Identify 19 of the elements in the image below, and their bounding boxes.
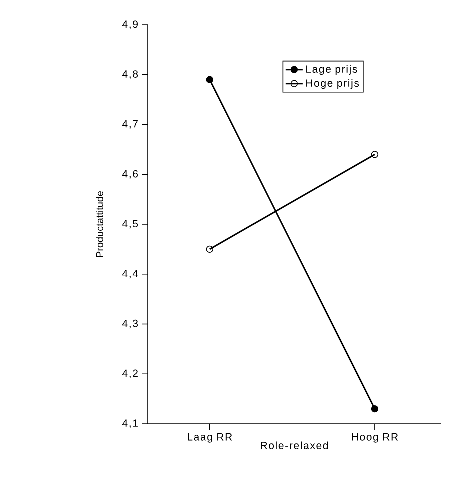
x-tick-label: Laag RR (188, 434, 232, 443)
y-tick-label: 4,8 (122, 70, 138, 80)
point (371, 151, 379, 158)
x-axis-title: Role-relaxed (261, 442, 328, 450)
y-tick-label: 4,9 (122, 20, 138, 30)
legend-label: Hoge prijs (306, 79, 360, 90)
legend-label: Lage prijs (306, 65, 358, 76)
point (371, 405, 379, 413)
y-tick-label: 4,2 (122, 370, 138, 378)
y-axis-title: Productattitude (96, 191, 104, 258)
point (206, 76, 214, 84)
y-tick-label: 4,5 (122, 220, 138, 229)
y-tick-label: 4,1 (122, 420, 138, 428)
y-tick-label: 4,3 (122, 320, 138, 329)
y-tick-label: 4,7 (122, 120, 138, 130)
point (206, 246, 214, 254)
y-tick-label: 4,4 (122, 270, 138, 279)
y-tick-label: 4,6 (122, 170, 138, 179)
x-tick-label: Hoog RR (352, 434, 398, 443)
